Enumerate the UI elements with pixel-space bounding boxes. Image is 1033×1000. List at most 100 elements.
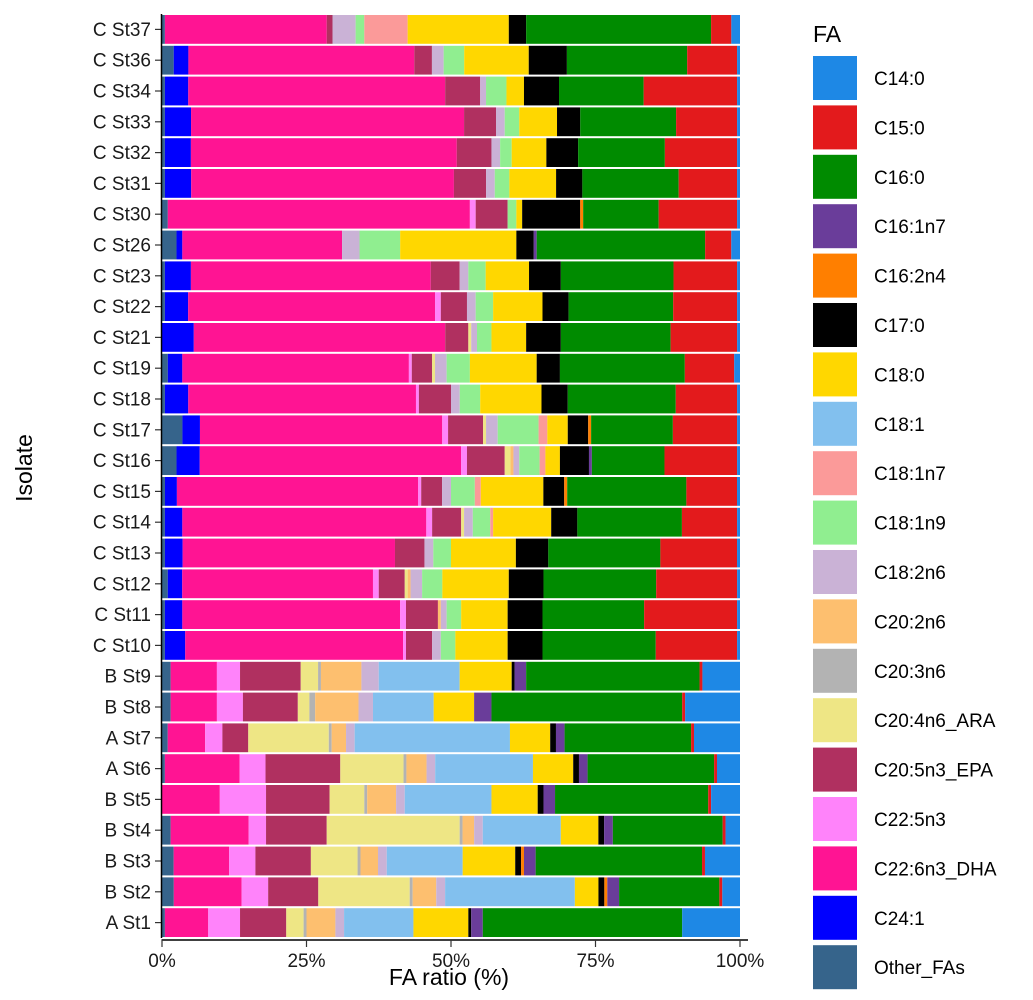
bar-row-b-st2: [162, 877, 740, 907]
bar-segment-c-st16-c22-6n3-dha: [199, 446, 462, 475]
bar-segment-c-st37-c18-1n7: [364, 15, 408, 44]
bar-segment-c-st15-c18-1n7: [474, 477, 481, 506]
legend-item-c24-1: C24:1: [813, 895, 925, 940]
bar-segment-b-st9-c18-0: [459, 661, 512, 691]
bar-segment-a-st7-c20-4n6-ara: [248, 723, 329, 753]
legend-label: C20:3n6: [874, 662, 946, 683]
bar-segment-b-st3-c20-2n6: [360, 846, 379, 876]
y-tick-label: C St31: [93, 174, 151, 195]
y-tick-label: A St1: [106, 913, 151, 934]
bar-segment-c-st17-c17-0: [567, 415, 589, 445]
y-tick-label: C St16: [93, 451, 151, 472]
bar-segment-b-st8-c20-4n6-ara: [297, 692, 310, 722]
bar-segment-a-st6-c15-0: [714, 754, 717, 783]
bar-segment-c-st22-c14-0: [737, 292, 740, 321]
bar-segment-b-st2-c20-5n3-epa: [268, 877, 319, 907]
bar-segment-b-st3-c18-2n6: [378, 846, 387, 876]
y-tick-label: A St6: [106, 759, 151, 780]
bar-segment-c-st13-c16-0: [548, 538, 661, 568]
bar-segment-b-st9-c20-2n6: [320, 661, 362, 691]
bar-segment-c-st13-c22-6n3-dha: [182, 538, 395, 568]
bar-row-c-st18: [162, 384, 740, 414]
bar-segment-c-st36-c16-0: [566, 45, 688, 75]
bar-segment-b-st2-c17-0: [598, 877, 605, 907]
bar-segment-c-st16-c18-0: [545, 446, 560, 475]
bar-segment-c-st22-c20-5n3-epa: [440, 292, 467, 321]
bar-segment-c-st11-c18-1n9: [446, 600, 462, 629]
bar-segment-c-st10-other-fas: [162, 631, 165, 660]
bar-row-c-st34: [162, 76, 740, 106]
y-axis-title: Isolate: [11, 434, 37, 502]
bar-segment-b-st4-c20-2n6: [462, 815, 475, 845]
bar-segment-c-st21-c22-6n3-dha: [193, 323, 446, 352]
legend-item-c16-2n4: C16:2n4: [813, 253, 946, 298]
bar-segment-a-st1-c16-1n7: [471, 908, 483, 937]
bar-segment-c-st30-c17-0: [522, 199, 581, 229]
bar-segment-c-st12-c24-1: [167, 569, 183, 599]
bar-segment-b-st9-c18-1: [378, 661, 460, 691]
bar-row-c-st13: [162, 538, 740, 568]
bar-segment-c-st26-c18-1n9: [359, 230, 401, 260]
bar-segment-c-st23-c20-5n3-epa: [430, 261, 460, 291]
y-tick-label: C St10: [93, 636, 151, 657]
bar-row-c-st12: [162, 569, 740, 599]
bar-segment-c-st15-c22-5n3: [418, 477, 422, 506]
bar-segment-c-st18-other-fas: [162, 384, 165, 414]
bar-segment-c-st15-c22-6n3-dha: [176, 477, 419, 506]
y-tick-label: C St13: [93, 544, 151, 565]
bar-segment-a-st6-c17-0: [573, 754, 579, 783]
bar-segment-c-st15-c24-1: [164, 477, 177, 506]
bar-segment-c-st16-c20-4n6-ara: [504, 446, 511, 475]
bar-row-c-st14: [162, 507, 740, 537]
bar-segment-a-st1-c14-0: [682, 908, 740, 937]
bar-segment-c-st23-c17-0: [529, 261, 561, 291]
bar-segment-c-st17-c20-4n6-ara: [483, 415, 487, 445]
x-tick-label: 25%: [287, 951, 325, 972]
bar-segment-b-st4-c16-0: [612, 815, 723, 845]
bar-segment-b-st9-c20-3n6: [318, 661, 321, 691]
bar-segment-c-st10-c22-6n3-dha: [185, 631, 404, 660]
bar-segment-b-st2-c22-6n3-dha: [173, 877, 242, 907]
bar-segment-c-st12-c14-0: [737, 569, 740, 599]
bar-segment-c-st11-c16-0: [542, 600, 645, 629]
bar-segment-a-st7-c20-2n6: [331, 723, 347, 753]
bar-segment-b-st5-c20-5n3-epa: [266, 785, 330, 814]
bar-segment-b-st8-c18-2n6: [358, 692, 373, 722]
bar-segment-c-st31-c18-1n9: [494, 169, 510, 198]
bar-segment-a-st1-c16-0: [482, 908, 683, 937]
legend-label: C20:2n6: [874, 612, 946, 633]
bar-segment-c-st37-c15-0: [711, 15, 732, 44]
bar-segment-c-st14-c24-1: [164, 507, 183, 537]
bar-segment-c-st22-c17-0: [542, 292, 569, 321]
bar-segment-b-st3-c18-0: [462, 846, 516, 876]
bar-segment-a-st7-c14-0: [693, 723, 740, 753]
bar-segment-c-st32-c20-5n3-epa: [456, 138, 492, 167]
bar-segment-b-st9-c22-6n3-dha: [170, 661, 217, 691]
bar-segment-c-st11-c22-6n3-dha: [182, 600, 401, 629]
bar-segment-c-st13-c14-0: [737, 538, 740, 568]
legend-label: C16:0: [874, 168, 925, 189]
bar-segment-b-st4-c22-5n3: [248, 815, 267, 845]
bar-segment-c-st37-c16-0: [526, 15, 712, 44]
legend-swatch: [813, 747, 857, 792]
bar-segment-c-st16-other-fas: [162, 446, 177, 475]
bar-segment-c-st18-c14-0: [737, 384, 740, 414]
bar-segment-c-st17-c24-1: [182, 415, 200, 445]
legend-swatch: [813, 451, 857, 496]
bar-segment-c-st36-c18-1n9: [443, 45, 465, 75]
bar-segment-c-st12-c22-5n3: [372, 569, 379, 599]
legend-item-c15-0: C15:0: [813, 105, 925, 150]
bar-segment-b-st2-c16-0: [619, 877, 720, 907]
bar-segment-c-st36-c18-0: [464, 45, 529, 75]
bar-row-c-st26: [162, 230, 740, 260]
bar-segment-c-st14-c20-4n6-ara: [461, 507, 465, 537]
bar-segment-c-st14-c18-1n7: [490, 507, 494, 537]
bar-segment-c-st12-c20-5n3-epa: [378, 569, 405, 599]
bar-segment-c-st16-c17-0: [559, 446, 589, 475]
bar-segment-c-st23-c24-1: [164, 261, 191, 291]
bar-segment-c-st13-c15-0: [660, 538, 738, 568]
bar-segment-c-st31-c18-2n6: [486, 169, 495, 198]
bar-segment-b-st5-c16-0: [555, 785, 709, 814]
bar-segment-b-st8-c22-5n3: [216, 692, 243, 722]
bar-segment-c-st31-c17-0: [556, 169, 583, 198]
